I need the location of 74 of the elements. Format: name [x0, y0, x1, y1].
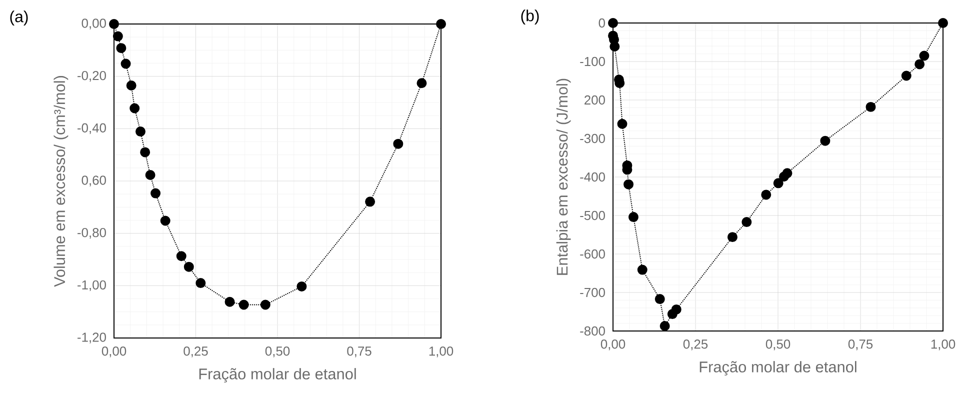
point	[610, 41, 620, 52]
y-tick-label: -100	[580, 56, 605, 66]
y-tick-label: -300	[580, 134, 605, 144]
point	[416, 78, 427, 88]
point	[637, 264, 648, 275]
x-tick-label: 0,75	[848, 340, 873, 350]
point	[654, 294, 665, 304]
point	[919, 50, 930, 61]
point	[126, 80, 136, 90]
y-tick-label: -0,20	[78, 70, 106, 82]
point	[773, 178, 784, 188]
x-tick-label: 0,75	[347, 346, 372, 358]
point	[135, 126, 146, 137]
point	[866, 102, 876, 112]
point	[145, 170, 156, 180]
point	[112, 31, 123, 42]
point	[196, 278, 206, 288]
point	[761, 190, 772, 200]
x-tick-label: 0,00	[600, 340, 626, 350]
y-tick-label: 0,00	[82, 18, 106, 30]
point	[116, 43, 126, 54]
chart-title: (b)	[521, 10, 539, 24]
y-axis-title: Entalpia em excesso/ (J/mol)	[556, 78, 571, 275]
y-axis-title: Volume em excesso/ (cm³/mol)	[54, 76, 68, 287]
y-tick-label: -700	[580, 288, 605, 298]
point	[660, 320, 670, 331]
point	[130, 103, 140, 114]
point	[109, 18, 120, 29]
y-tick-label: -1,00	[78, 280, 106, 292]
point	[365, 196, 376, 207]
point	[436, 18, 446, 29]
y-tick-label: 0,60	[82, 176, 106, 186]
y-tick-label: -0,80	[78, 228, 106, 239]
y-tick-label: -0,40	[78, 123, 106, 134]
point	[176, 251, 186, 262]
y-tick-label: -400	[580, 172, 605, 182]
point	[624, 179, 634, 190]
point	[224, 296, 235, 307]
y-tick-label: -600	[580, 249, 605, 259]
point	[608, 18, 618, 28]
point	[820, 136, 830, 146]
x-axis-title: Fração molar de etanol	[700, 361, 856, 376]
point	[184, 262, 194, 272]
x-tick-label: 0,50	[766, 340, 790, 350]
point	[742, 217, 752, 228]
x-tick-label: 0,50	[265, 346, 290, 358]
point	[617, 118, 628, 129]
point	[238, 300, 249, 310]
point	[782, 168, 792, 178]
x-tick-label: 0,25	[683, 340, 708, 350]
x-tick-label: 1,00	[429, 346, 454, 358]
point	[140, 147, 150, 158]
point	[671, 304, 682, 314]
x-axis-title: Fração molar de etanol	[199, 368, 356, 383]
x-tick-label: 1,00	[931, 340, 956, 350]
point	[296, 281, 307, 292]
y-tick-label: -500	[580, 210, 605, 220]
x-tick-label: 0,00	[102, 346, 126, 358]
point	[160, 216, 170, 226]
point	[938, 18, 948, 28]
chart-title: (a)	[10, 10, 28, 26]
y-tick-label: -1,20	[78, 332, 106, 344]
y-tick-label: 0	[598, 18, 605, 28]
point	[727, 232, 738, 242]
y-tick-label: 200	[584, 95, 605, 105]
point	[914, 59, 925, 70]
point	[120, 58, 131, 69]
point	[393, 138, 404, 149]
point	[260, 300, 270, 310]
point	[150, 188, 161, 198]
point	[628, 212, 638, 222]
y-tick-label: -800	[580, 326, 605, 336]
point	[901, 70, 912, 81]
x-tick-label: 0,25	[184, 346, 208, 358]
